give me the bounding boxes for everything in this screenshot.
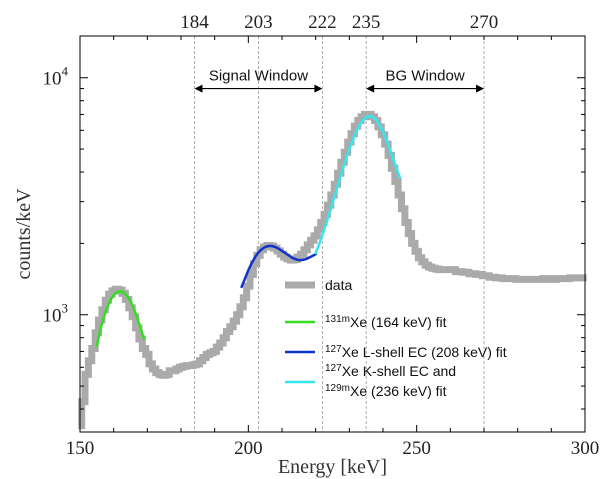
signal-window-arrow-left <box>194 84 203 93</box>
x-tick-label-200: 200 <box>234 438 263 459</box>
y-tick-label-1000: 103 <box>43 301 69 327</box>
legend-label-data: data <box>325 277 352 293</box>
legend-label-3-line-1: 129mXe (236 keV) fit <box>325 383 447 399</box>
series-fit-2 <box>240 244 317 289</box>
legend-label-3-line-0: 127Xe K-shell EC and <box>325 363 456 379</box>
x-tick-label-150: 150 <box>66 438 95 459</box>
x-axis-title: Energy [keV] <box>278 456 387 478</box>
reference-label-184: 184 <box>180 12 209 33</box>
series-layer <box>78 110 587 430</box>
series-fit-1 <box>95 290 146 347</box>
window-arrows: Signal Window BG Window <box>194 68 484 93</box>
signal-window-label: Signal Window <box>209 68 308 85</box>
reference-label-235: 235 <box>352 12 381 33</box>
plot-frame <box>79 35 586 433</box>
axis-ticks: 150 200 250 300 103 104 <box>43 36 600 459</box>
y-axis-title: counts/keV <box>13 188 35 280</box>
x-tick-label-300: 300 <box>571 438 600 459</box>
reference-label-203: 203 <box>244 12 273 33</box>
bg-window-arrow-right <box>476 84 484 93</box>
series-fit-3 <box>314 114 402 255</box>
reference-label-270: 270 <box>470 12 499 33</box>
legend: data 131mXe (164 keV) fit 127Xe L-shell EC… <box>285 277 507 399</box>
bg-window-label: BG Window <box>385 68 464 85</box>
bg-window-arrow-left <box>366 84 375 93</box>
series-data-histogram <box>78 110 587 430</box>
x-tick-label-250: 250 <box>402 438 431 459</box>
signal-window-arrow-right <box>314 84 323 93</box>
legend-label-1: 131mXe (164 keV) fit <box>325 314 447 330</box>
legend-label-2: 127Xe L-shell EC (208 keV) fit <box>325 344 507 360</box>
reference-label-222: 222 <box>308 12 337 33</box>
y-tick-label-10000: 104 <box>43 64 69 90</box>
reference-lines: 184 203 222 235 270 <box>180 12 498 432</box>
